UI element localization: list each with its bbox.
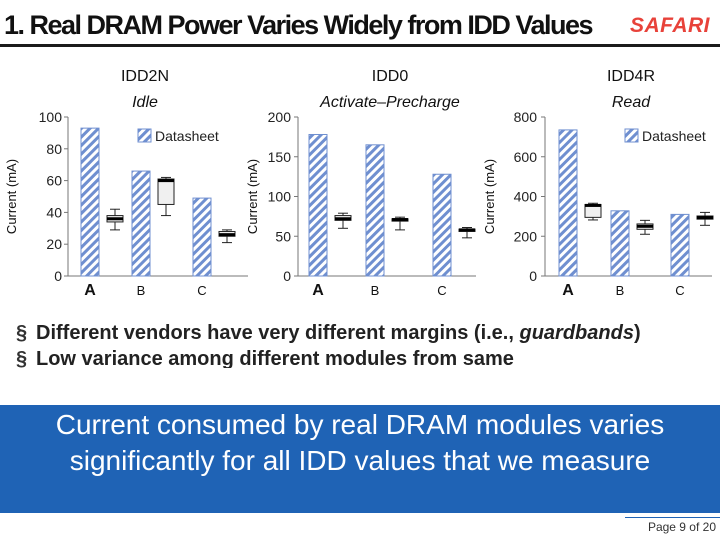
chart-legend: Datasheet bbox=[624, 128, 706, 144]
chart-panel: IDD2N Idle Current (mA) 0 20 40 60 80 100 A B C Data… bbox=[4, 68, 248, 299]
takeaway-banner: Current consumed by real DRAM modules va… bbox=[0, 405, 720, 513]
y-axis-label: Current (mA) bbox=[482, 159, 497, 234]
bullet-item: § Different vendors have very different … bbox=[16, 320, 716, 346]
datasheet-bar bbox=[131, 170, 151, 277]
chart-subtitle: Read bbox=[612, 94, 651, 111]
datasheet-bar bbox=[610, 210, 630, 277]
bullet-text-end: ) bbox=[633, 322, 641, 344]
y-tick-label: 150 bbox=[268, 149, 292, 165]
safari-logo: SAFARI bbox=[630, 14, 711, 37]
page-number: Page 9 of 20 bbox=[647, 520, 716, 534]
x-tick-label: C bbox=[437, 283, 446, 298]
x-tick-label: A bbox=[84, 282, 96, 299]
chart-title: IDD0 bbox=[372, 68, 409, 85]
datasheet-bar bbox=[432, 173, 452, 277]
bullet-item: § Low variance among different modules f… bbox=[16, 346, 716, 368]
bullet-emphasis: guardbands bbox=[519, 322, 634, 344]
chart-title: IDD4R bbox=[607, 68, 655, 85]
chart-title: IDD2N bbox=[121, 68, 169, 85]
x-tick-label: B bbox=[616, 283, 625, 298]
datasheet-bar bbox=[670, 213, 690, 277]
page-rule bbox=[625, 517, 720, 518]
bullet-mark: § bbox=[16, 348, 28, 368]
bullet-text: Different vendors have very different ma… bbox=[36, 322, 520, 344]
title-bar: 1. Real DRAM Power Varies Widely from ID… bbox=[0, 0, 720, 56]
legend-swatch bbox=[137, 128, 152, 143]
datasheet-bar bbox=[558, 129, 578, 277]
legend-swatch bbox=[624, 128, 639, 143]
box-iqr bbox=[157, 178, 175, 205]
y-tick-label: 80 bbox=[46, 141, 62, 157]
x-tick-label: B bbox=[371, 283, 380, 298]
legend-label: Datasheet bbox=[155, 128, 219, 144]
y-tick-label: 100 bbox=[268, 189, 292, 205]
y-tick-label: 200 bbox=[514, 228, 538, 244]
y-tick-label: 0 bbox=[529, 268, 537, 284]
chart-panel: IDD4R Read Current (mA) 0 200 400 600 800 A B C Dat… bbox=[482, 68, 714, 299]
charts-area: IDD2N Idle Current (mA) 0 20 40 60 80 100 A B C Data… bbox=[4, 68, 714, 299]
bullet-mark: § bbox=[16, 322, 28, 344]
y-tick-label: 0 bbox=[54, 268, 62, 284]
chart-panel: IDD0 Activate–Precharge Current (mA) 0 50 100… bbox=[245, 68, 476, 299]
datasheet-bar bbox=[192, 197, 212, 277]
datasheet-bar bbox=[308, 133, 328, 277]
chart-legend: Datasheet bbox=[137, 128, 219, 144]
bullet-text: Low variance among different modules fro… bbox=[36, 348, 514, 368]
datasheet-bar bbox=[365, 144, 385, 277]
y-tick-label: 50 bbox=[275, 228, 291, 244]
y-tick-label: 200 bbox=[268, 109, 292, 125]
y-axis-label: Current (mA) bbox=[245, 159, 260, 234]
datasheet-bar bbox=[80, 127, 100, 277]
x-tick-label: A bbox=[312, 282, 324, 299]
y-tick-label: 0 bbox=[283, 268, 291, 284]
chart-subtitle: Activate–Precharge bbox=[319, 94, 460, 111]
title-divider bbox=[0, 44, 720, 47]
x-tick-label: A bbox=[562, 282, 574, 299]
legend-label: Datasheet bbox=[642, 128, 706, 144]
slide-title: 1. Real DRAM Power Varies Widely from ID… bbox=[4, 10, 593, 40]
y-axis-label: Current (mA) bbox=[4, 159, 19, 234]
x-tick-label: C bbox=[675, 283, 684, 298]
y-tick-label: 600 bbox=[514, 149, 538, 165]
chart-subtitle: Idle bbox=[132, 94, 158, 111]
y-tick-label: 100 bbox=[39, 109, 63, 125]
bullet-list: § Different vendors have very different … bbox=[16, 320, 716, 368]
y-tick-label: 60 bbox=[46, 173, 62, 189]
y-tick-label: 800 bbox=[514, 109, 538, 125]
x-tick-label: C bbox=[197, 283, 206, 298]
y-tick-label: 400 bbox=[514, 189, 538, 205]
y-tick-label: 20 bbox=[46, 236, 62, 252]
x-tick-label: B bbox=[137, 283, 146, 298]
y-tick-label: 40 bbox=[46, 204, 62, 220]
